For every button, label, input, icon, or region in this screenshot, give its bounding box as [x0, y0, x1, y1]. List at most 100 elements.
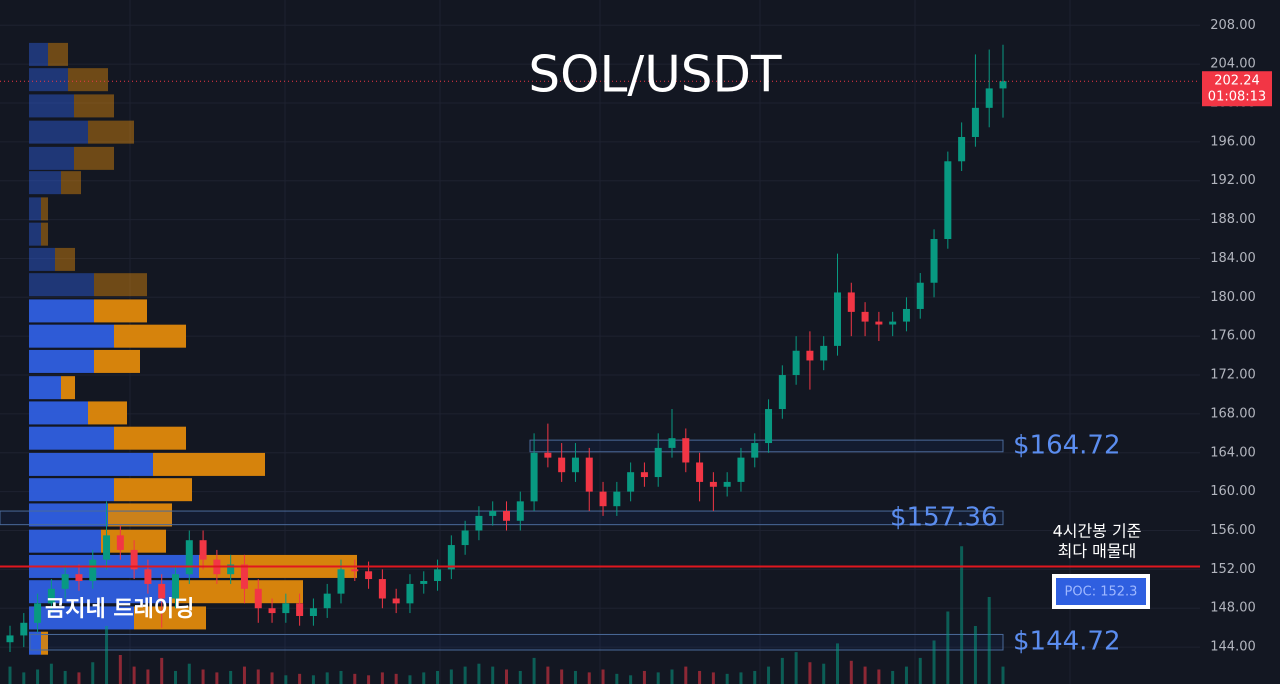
volume-bar: [77, 672, 81, 684]
candle-body: [971, 107, 979, 137]
candle-body: [475, 515, 483, 531]
profile-buy: [29, 299, 94, 323]
candle-body: [20, 622, 28, 636]
profile-sell: [94, 273, 147, 297]
profile-sell: [172, 580, 303, 604]
price-tag-countdown: 01:08:13: [1208, 90, 1266, 105]
candle-body: [254, 588, 262, 609]
candle-body: [640, 472, 648, 478]
profile-sell: [114, 478, 192, 502]
profile-sell: [55, 247, 75, 271]
volume-bar: [863, 666, 867, 684]
price-tag-value: 202.24: [1214, 74, 1260, 89]
candle-body: [34, 603, 42, 623]
volume-bar: [63, 670, 67, 684]
volume-bar: [987, 597, 991, 684]
volume-bar: [325, 672, 329, 684]
y-tick-label: 144.00: [1210, 640, 1256, 655]
candle-body: [282, 603, 290, 614]
volume-bar: [380, 672, 384, 684]
profile-buy: [29, 42, 48, 66]
candle-body: [847, 292, 855, 312]
zone-label: $164.72: [1013, 430, 1121, 460]
profile-buy: [29, 273, 94, 297]
profile-sell: [48, 42, 68, 66]
volume-bar: [394, 673, 398, 684]
y-tick-label: 172.00: [1210, 368, 1256, 383]
volume-bar: [794, 652, 798, 684]
candle-body: [585, 457, 593, 492]
volume-bar: [256, 669, 260, 684]
volume-bar: [105, 626, 109, 684]
candle-body: [889, 321, 897, 325]
poc-note: 4시간봉 기준: [1053, 522, 1142, 541]
profile-sell: [41, 222, 48, 246]
profile-buy: [29, 120, 88, 144]
candle-body: [916, 282, 924, 309]
volume-bar: [284, 675, 288, 684]
candle-body: [392, 598, 400, 604]
profile-buy: [29, 171, 61, 195]
volume-bar: [187, 663, 191, 684]
candle-body: [820, 345, 828, 361]
y-tick-label: 208.00: [1210, 18, 1256, 33]
candle-body: [861, 311, 869, 322]
candle-body: [930, 239, 938, 283]
candle-body: [792, 350, 800, 376]
volume-bar: [780, 657, 784, 684]
profile-sell: [68, 68, 108, 92]
volume-bar: [684, 666, 688, 684]
price-tag: [1202, 71, 1272, 107]
y-tick-label: 156.00: [1210, 523, 1256, 538]
volume-bar: [601, 669, 605, 684]
y-tick-label: 204.00: [1210, 57, 1256, 72]
candle-body: [227, 564, 235, 575]
candle-body: [723, 481, 731, 487]
volume-bar: [477, 663, 481, 684]
profile-sell: [94, 299, 147, 323]
candle-body: [144, 569, 152, 584]
volume-bar: [367, 675, 371, 684]
candle-body: [875, 321, 883, 325]
profile-buy: [29, 247, 55, 271]
candle-body: [627, 472, 635, 492]
profile-buy: [29, 606, 134, 630]
volume-bar: [808, 662, 812, 684]
candle-body: [434, 569, 442, 582]
volume-bar: [836, 643, 839, 684]
candle-body: [323, 593, 331, 609]
volume-bar: [615, 673, 619, 684]
candle-body: [185, 540, 193, 575]
profile-buy: [29, 222, 41, 246]
volume-bar: [670, 669, 674, 684]
y-tick-label: 176.00: [1210, 329, 1256, 344]
profile-buy: [29, 376, 61, 400]
candle-body: [447, 545, 455, 570]
candle-body: [778, 375, 786, 410]
candle-body: [751, 443, 759, 458]
profile-buy: [29, 401, 88, 425]
volume-bar: [973, 626, 977, 684]
volume-bar: [891, 670, 895, 684]
volume-bar: [573, 670, 577, 684]
volume-bar: [739, 672, 743, 684]
y-tick-label: 188.00: [1210, 212, 1256, 227]
profile-sell: [114, 324, 186, 348]
volume-bar: [849, 660, 853, 684]
profile-sell: [88, 401, 127, 425]
profile-buy: [29, 426, 114, 450]
volume-bar: [242, 666, 246, 684]
poc-box-inner: [1056, 578, 1146, 605]
zone-box: [0, 510, 1004, 526]
candle-body: [103, 535, 111, 560]
candle-body: [599, 491, 607, 507]
volume-bar: [160, 657, 164, 684]
volume-bar: [408, 675, 412, 684]
volume-bar: [91, 662, 95, 684]
candle-body: [130, 549, 138, 570]
volume-bar: [449, 669, 453, 684]
candle-body: [834, 292, 841, 346]
y-tick-label: 180.00: [1210, 290, 1256, 305]
profile-sell: [114, 426, 186, 450]
candle-body: [709, 481, 717, 487]
